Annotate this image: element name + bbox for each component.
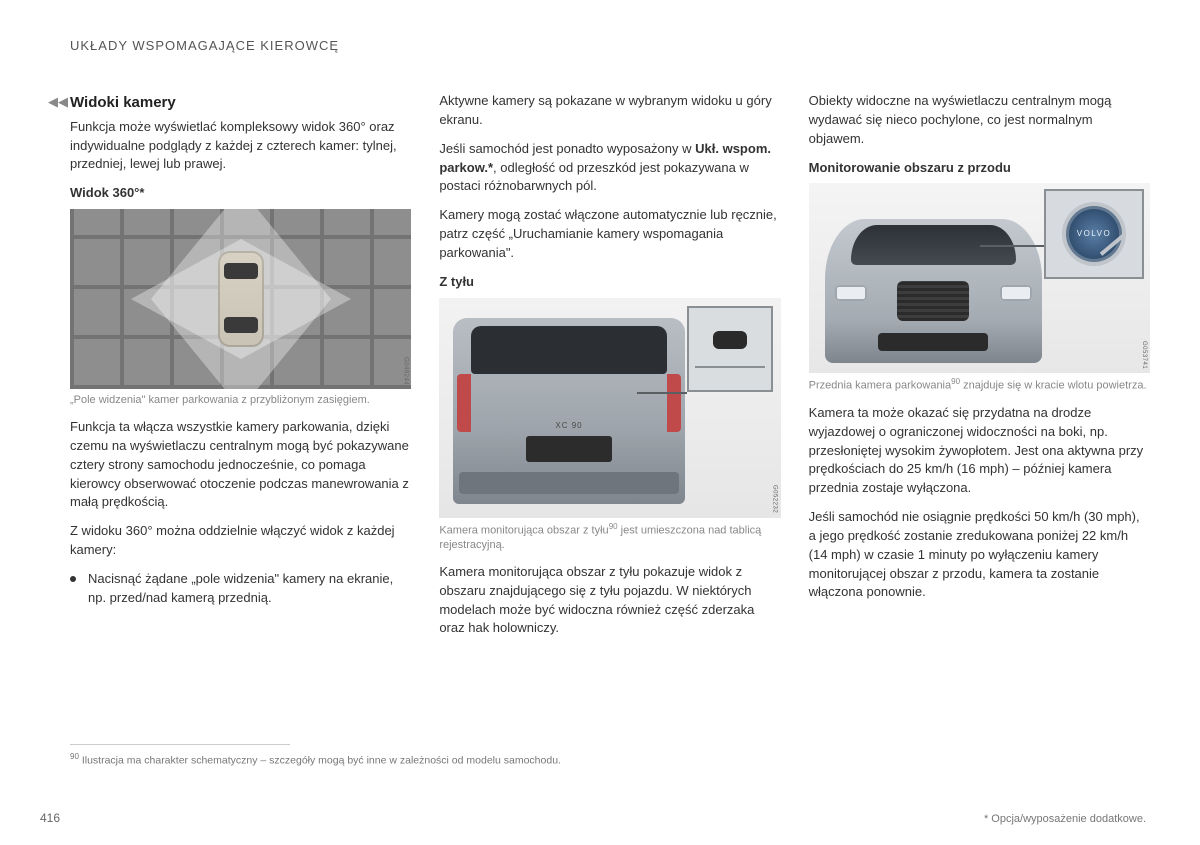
page-number: 416 (40, 811, 60, 825)
car-rear-view-icon: XC 90 (453, 318, 684, 504)
col2-para2: Jeśli samochód jest ponadto wyposażony w… (439, 140, 780, 197)
subheading-360: Widok 360°* (70, 184, 411, 203)
footnote-number: 90 (70, 752, 79, 761)
column-2: Aktywne kamery są pokazane w wybranym wi… (439, 92, 780, 648)
col2-para1: Aktywne kamery są pokazane w wybranym wi… (439, 92, 780, 130)
camera-lens-icon (713, 331, 747, 349)
figure-code: G052232 (770, 485, 779, 513)
paragraph-front-2: Jeśli samochód nie osiągnie prędkości 50… (809, 508, 1150, 602)
license-plate-icon (526, 436, 612, 462)
callout-leader-line-icon (980, 245, 1044, 247)
figure-rear-caption: Kamera monitorująca obszar z tyłu90 jest… (439, 522, 780, 553)
continuation-marker-icon: ◀◀ (48, 94, 68, 110)
intro-paragraph: Funkcja może wyświetlać kompleksowy wido… (70, 118, 411, 175)
footnote: 90 Ilustracja ma charakter schematyczny … (70, 752, 561, 767)
column-1: Widoki kamery Funkcja może wyświetlać ko… (70, 92, 411, 648)
paragraph-360-2: Z widoku 360° można oddzielnie włączyć w… (70, 522, 411, 560)
content-columns: Widoki kamery Funkcja może wyświetlać ko… (70, 92, 1150, 648)
caption-front-a: Przednia kamera parkowania (809, 380, 951, 392)
rear-bumper-icon (459, 472, 678, 494)
figure-front-camera: VOLVO G053741 (809, 183, 1150, 373)
paragraph-360-1: Funkcja ta włącza wszystkie kamery parko… (70, 418, 411, 512)
figure-360-caption: „Pole widzenia" kamer parkowania z przyb… (70, 393, 411, 408)
col2-para2-a: Jeśli samochód jest ponadto wyposażony w (439, 141, 695, 156)
footnote-ref: 90 (951, 377, 960, 386)
figure-front-caption: Przednia kamera parkowania90 znajduje si… (809, 377, 1150, 394)
inset-divider-icon (695, 366, 765, 368)
footnote-text: Ilustracja ma charakter schematyczny – s… (79, 755, 561, 767)
car-front-view-icon (825, 219, 1042, 363)
option-note: * Opcja/wyposażenie dodatkowe. (984, 813, 1146, 825)
figure-code: G053741 (1139, 341, 1148, 369)
caption-rear-a: Kamera monitorująca obszar z tyłu (439, 524, 608, 536)
page-header: UKŁADY WSPOMAGAJĄCE KIEROWCĘ (70, 38, 339, 53)
taillight-right-icon (667, 374, 681, 432)
footnote-ref: 90 (609, 522, 618, 531)
car-top-view-icon (218, 251, 264, 347)
footnote-rule (70, 744, 290, 745)
column-3: Obiekty widoczne na wyświetlaczu central… (809, 92, 1150, 648)
subheading-rear: Z tyłu (439, 273, 780, 292)
subheading-front: Monitorowanie obszaru z przodu (809, 159, 1150, 178)
col3-para-top: Obiekty widoczne na wyświetlaczu central… (809, 92, 1150, 149)
model-badge: XC 90 (555, 420, 582, 432)
front-grille-icon (897, 281, 969, 321)
col2-para3: Kamery mogą zostać włączone automatyczni… (439, 206, 780, 263)
section-title: Widoki kamery (70, 92, 411, 114)
callout-leader-line-icon (637, 392, 687, 394)
bullet-dot-icon (70, 576, 76, 582)
taillight-left-icon (457, 374, 471, 432)
paragraph-rear: Kamera monitorująca obszar z tyłu pokazu… (439, 563, 780, 638)
caption-front-b: znajduje się w kracie wlotu powietrza. (960, 380, 1146, 392)
rear-camera-inset (687, 306, 773, 392)
figure-rear-camera: XC 90 G052232 (439, 298, 780, 518)
bullet-text: Nacisnąć żądane „pole widzenia" kamery n… (88, 570, 411, 608)
lower-grille-icon (878, 333, 988, 351)
figure-code: G049244 (401, 357, 410, 385)
rear-window-icon (471, 326, 666, 374)
brand-label: VOLVO (1077, 229, 1111, 241)
paragraph-front-1: Kamera ta może okazać się przydatna na d… (809, 404, 1150, 498)
headlight-left-icon (835, 285, 867, 301)
bullet-item: Nacisnąć żądane „pole widzenia" kamery n… (70, 570, 411, 608)
figure-360-view: G049244 (70, 209, 411, 389)
headlight-right-icon (1000, 285, 1032, 301)
front-camera-inset: VOLVO (1044, 189, 1144, 279)
